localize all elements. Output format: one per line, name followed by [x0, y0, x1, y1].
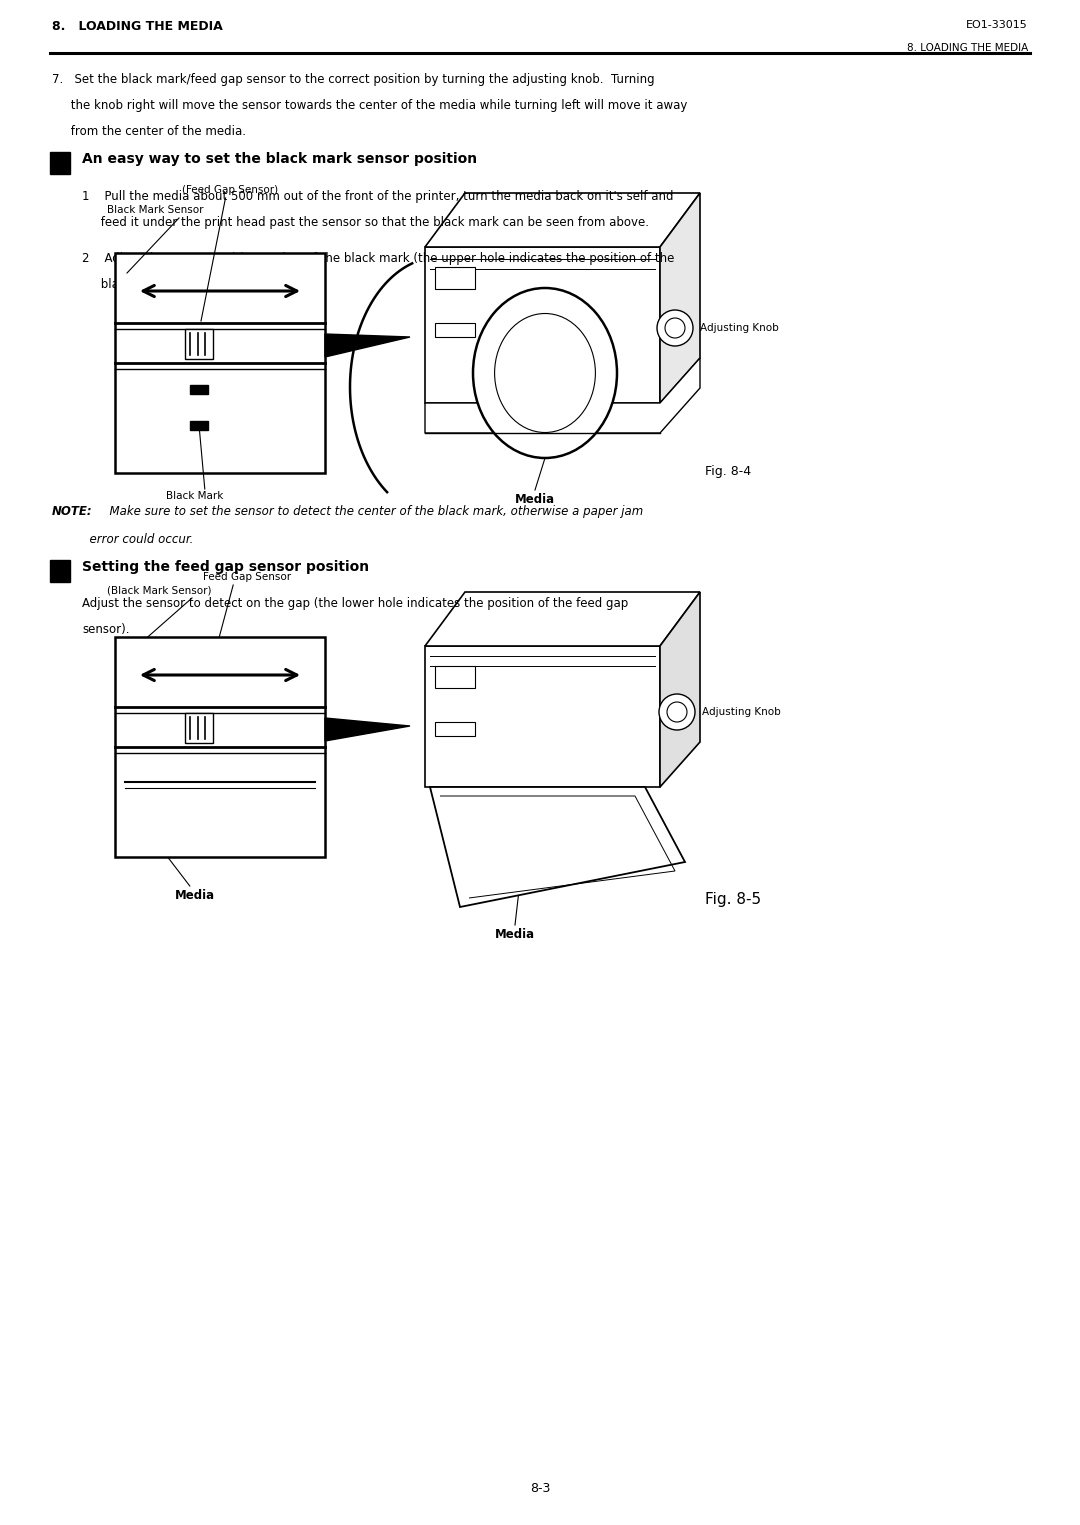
Circle shape — [659, 694, 696, 730]
Text: Adjust the sensor to detect on the gap (the lower hole indicates the position of: Adjust the sensor to detect on the gap (… — [82, 596, 629, 610]
Text: sensor).: sensor). — [82, 624, 130, 636]
Text: 8.   LOADING THE MEDIA: 8. LOADING THE MEDIA — [52, 20, 222, 34]
Text: Adjusting Knob: Adjusting Knob — [702, 708, 781, 717]
Text: 2    Adjust the sensor position to that of the black mark (the upper hole indica: 2 Adjust the sensor position to that of … — [82, 252, 674, 265]
Bar — [185, 329, 213, 358]
Text: Fig. 8-5: Fig. 8-5 — [705, 892, 761, 907]
Text: Black Mark Sensor: Black Mark Sensor — [107, 204, 203, 215]
Text: An easy way to set the black mark sensor position: An easy way to set the black mark sensor… — [82, 152, 477, 166]
Text: Media: Media — [495, 929, 535, 941]
Text: 1    Pull the media about 500 mm out of the front of the printer, turn the media: 1 Pull the media about 500 mm out of the… — [82, 191, 674, 203]
Bar — [114, 637, 325, 857]
Text: the knob right will move the sensor towards the center of the media while turnin: the knob right will move the sensor towa… — [52, 99, 687, 111]
Bar — [190, 384, 208, 393]
Bar — [435, 666, 475, 688]
Text: Black Mark: Black Mark — [166, 491, 224, 502]
Bar — [435, 323, 475, 337]
Text: Feed Gap Sensor: Feed Gap Sensor — [203, 572, 292, 583]
Bar — [50, 560, 70, 583]
Text: (Black Mark Sensor): (Black Mark Sensor) — [107, 586, 212, 595]
Text: NOTE:: NOTE: — [52, 505, 93, 518]
Bar — [50, 152, 70, 174]
Ellipse shape — [495, 314, 595, 433]
Polygon shape — [426, 592, 700, 647]
Circle shape — [667, 702, 687, 721]
Ellipse shape — [473, 288, 617, 458]
Polygon shape — [426, 194, 700, 247]
Polygon shape — [426, 247, 660, 403]
Text: EO1-33015: EO1-33015 — [967, 20, 1028, 30]
Bar — [435, 721, 475, 737]
Text: Media: Media — [175, 889, 215, 901]
Bar — [190, 421, 208, 430]
Text: black mark sensor).: black mark sensor). — [82, 278, 218, 291]
Bar — [435, 267, 475, 290]
Circle shape — [657, 310, 693, 346]
Bar — [185, 714, 213, 743]
Bar — [114, 253, 325, 473]
Text: error could occur.: error could occur. — [52, 534, 193, 546]
Polygon shape — [426, 358, 700, 433]
Text: Adjusting Knob: Adjusting Knob — [700, 323, 779, 332]
Polygon shape — [660, 194, 700, 403]
Text: Make sure to set the sensor to detect the center of the black mark, otherwise a : Make sure to set the sensor to detect th… — [102, 505, 644, 518]
Text: 8. LOADING THE MEDIA: 8. LOADING THE MEDIA — [907, 43, 1028, 53]
Text: Media: Media — [515, 493, 555, 506]
Text: from the center of the media.: from the center of the media. — [52, 125, 246, 137]
Polygon shape — [325, 334, 410, 357]
Polygon shape — [325, 718, 410, 741]
Polygon shape — [430, 787, 685, 907]
Polygon shape — [660, 592, 700, 787]
Text: Fig. 8-4: Fig. 8-4 — [705, 465, 751, 477]
Text: 7.   Set the black mark/feed gap sensor to the correct position by turning the a: 7. Set the black mark/feed gap sensor to… — [52, 73, 654, 85]
Text: feed it under the print head past the sensor so that the black mark can be seen : feed it under the print head past the se… — [82, 217, 649, 229]
Polygon shape — [426, 647, 660, 787]
Text: Setting the feed gap sensor position: Setting the feed gap sensor position — [82, 560, 369, 573]
Circle shape — [665, 319, 685, 339]
Text: 8-3: 8-3 — [530, 1482, 550, 1494]
Text: (Feed Gap Sensor): (Feed Gap Sensor) — [183, 185, 279, 195]
